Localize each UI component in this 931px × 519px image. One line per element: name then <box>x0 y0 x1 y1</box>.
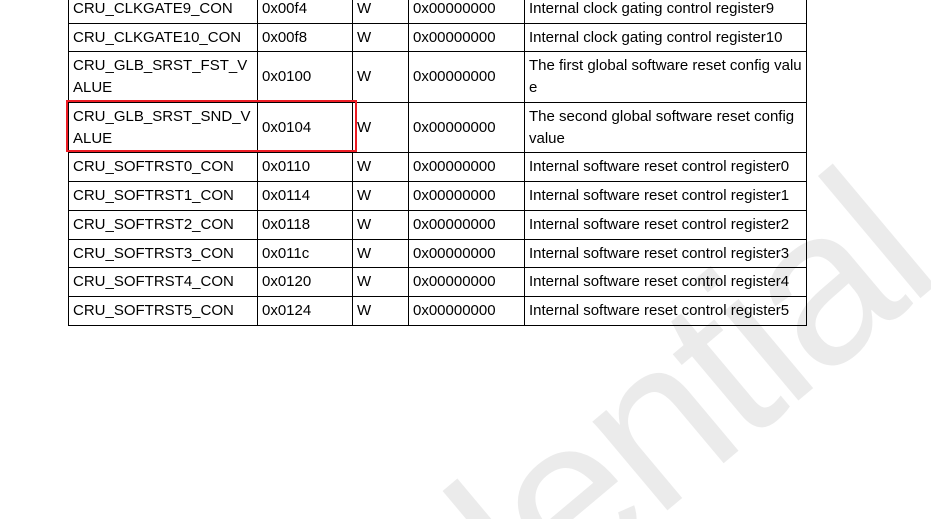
cell-offset: 0x0120 <box>258 268 353 297</box>
cell-desc: Internal software reset control register… <box>525 268 807 297</box>
cell-access: W <box>353 153 409 182</box>
cell-name: CRU_CLKGATE10_CON <box>69 23 258 52</box>
cell-offset: 0x00f8 <box>258 23 353 52</box>
cell-desc: Internal software reset control register… <box>525 182 807 211</box>
cell-desc: Internal clock gating control register10 <box>525 23 807 52</box>
cell-access: W <box>353 0 409 23</box>
cell-desc: Internal software reset control register… <box>525 153 807 182</box>
cell-reset: 0x00000000 <box>409 153 525 182</box>
cell-access: W <box>353 268 409 297</box>
cell-name: CRU_GLB_SRST_SND_VALUE <box>69 102 258 153</box>
cell-reset: 0x00000000 <box>409 239 525 268</box>
cell-desc: Internal software reset control register… <box>525 210 807 239</box>
cell-reset: 0x00000000 <box>409 297 525 326</box>
table-row: CRU_SOFTRST1_CON 0x0114 W 0x00000000 Int… <box>69 182 807 211</box>
cell-name: CRU_SOFTRST5_CON <box>69 297 258 326</box>
table-row: CRU_SOFTRST3_CON 0x011c W 0x00000000 Int… <box>69 239 807 268</box>
register-table-body: register8 CRU_CLKGATE9_CON 0x00f4 W 0x00… <box>69 0 807 325</box>
table-row: CRU_SOFTRST4_CON 0x0120 W 0x00000000 Int… <box>69 268 807 297</box>
cell-name: CRU_CLKGATE9_CON <box>69 0 258 23</box>
cell-reset: 0x00000000 <box>409 52 525 103</box>
cell-desc: Internal software reset control register… <box>525 297 807 326</box>
cell-offset: 0x011c <box>258 239 353 268</box>
page: Confidential register8 CRU_CLKGATE9_CON … <box>0 0 931 519</box>
cell-name: CRU_SOFTRST1_CON <box>69 182 258 211</box>
cell-access: W <box>353 297 409 326</box>
cell-reset: 0x00000000 <box>409 0 525 23</box>
cell-offset: 0x0118 <box>258 210 353 239</box>
cell-name: CRU_SOFTRST3_CON <box>69 239 258 268</box>
register-table: register8 CRU_CLKGATE9_CON 0x00f4 W 0x00… <box>68 0 807 326</box>
cell-offset: 0x0124 <box>258 297 353 326</box>
cell-desc: Internal clock gating control register9 <box>525 0 807 23</box>
cell-name: CRU_SOFTRST2_CON <box>69 210 258 239</box>
cell-desc: Internal software reset control register… <box>525 239 807 268</box>
cell-access: W <box>353 102 409 153</box>
table-row: CRU_SOFTRST5_CON 0x0124 W 0x00000000 Int… <box>69 297 807 326</box>
cell-desc: The first global software reset config v… <box>525 52 807 103</box>
cell-reset: 0x00000000 <box>409 268 525 297</box>
table-row: CRU_SOFTRST0_CON 0x0110 W 0x00000000 Int… <box>69 153 807 182</box>
cell-offset: 0x0114 <box>258 182 353 211</box>
cell-name: CRU_SOFTRST0_CON <box>69 153 258 182</box>
cell-reset: 0x00000000 <box>409 182 525 211</box>
table-row: CRU_CLKGATE9_CON 0x00f4 W 0x00000000 Int… <box>69 0 807 23</box>
cell-reset: 0x00000000 <box>409 102 525 153</box>
cell-name: CRU_SOFTRST4_CON <box>69 268 258 297</box>
cell-access: W <box>353 182 409 211</box>
cell-access: W <box>353 52 409 103</box>
table-row: CRU_CLKGATE10_CON 0x00f8 W 0x00000000 In… <box>69 23 807 52</box>
cell-reset: 0x00000000 <box>409 210 525 239</box>
cell-offset: 0x0100 <box>258 52 353 103</box>
cell-access: W <box>353 210 409 239</box>
cell-offset: 0x00f4 <box>258 0 353 23</box>
table-row: CRU_GLB_SRST_SND_VALUE 0x0104 W 0x000000… <box>69 102 807 153</box>
table-row: CRU_GLB_SRST_FST_VALUE 0x0100 W 0x000000… <box>69 52 807 103</box>
cell-name: CRU_GLB_SRST_FST_VALUE <box>69 52 258 103</box>
cell-reset: 0x00000000 <box>409 23 525 52</box>
cell-access: W <box>353 239 409 268</box>
cell-access: W <box>353 23 409 52</box>
cell-desc: The second global software reset config … <box>525 102 807 153</box>
table-row: CRU_SOFTRST2_CON 0x0118 W 0x00000000 Int… <box>69 210 807 239</box>
cell-offset: 0x0110 <box>258 153 353 182</box>
cell-offset: 0x0104 <box>258 102 353 153</box>
